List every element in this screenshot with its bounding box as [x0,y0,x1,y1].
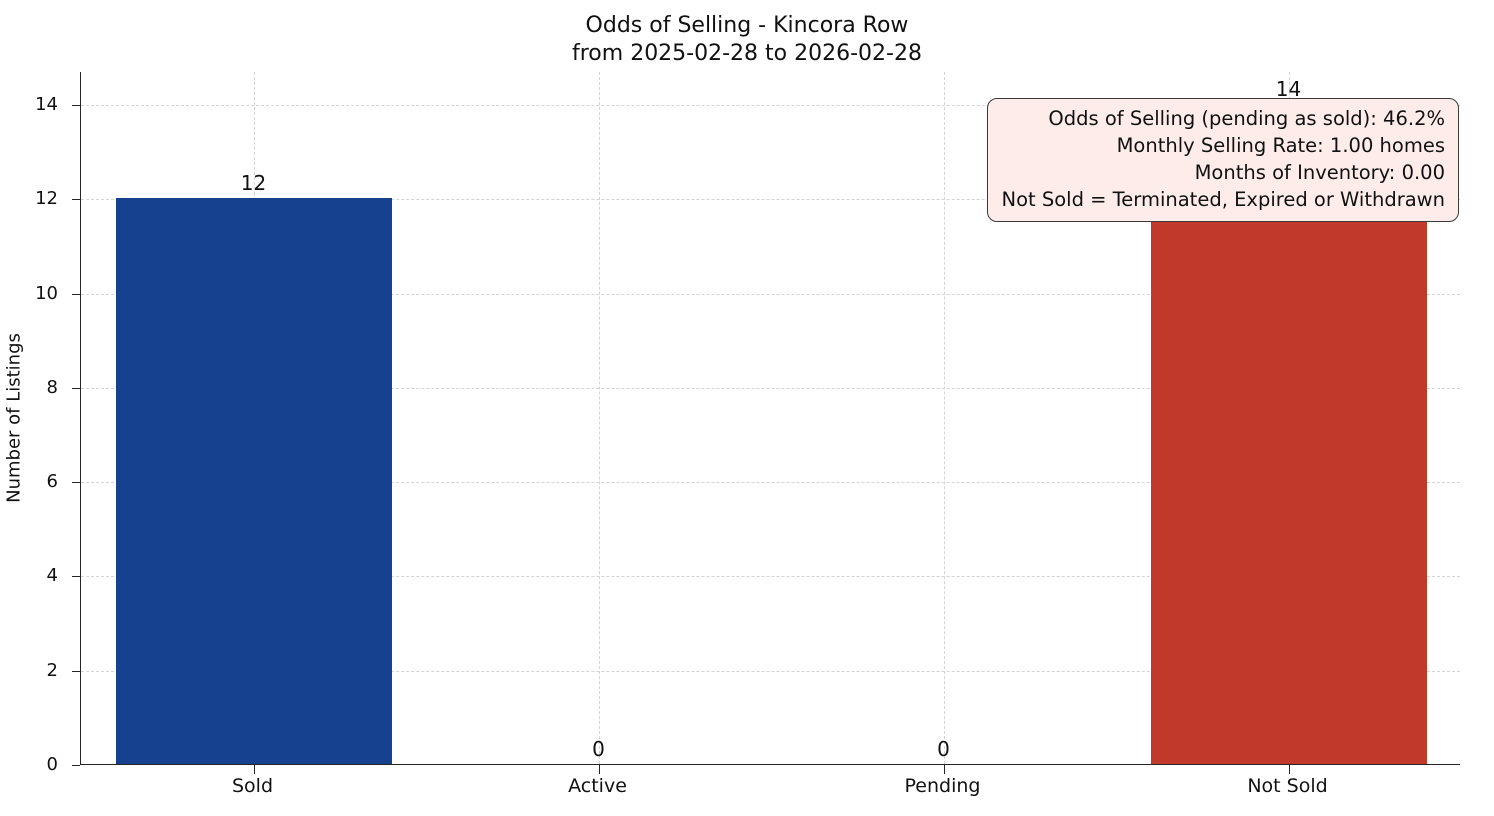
annotation-line-odds: Odds of Selling (pending as sold): 46.2% [1048,107,1445,130]
x-tick-label-sold: Sold [231,775,274,797]
y-tick-mark [72,387,80,389]
bar-value-label: 12 [240,171,267,196]
y-tick-label: 4 [46,565,58,587]
chart-title: Odds of Selling - Kincora Row from 2025-… [0,12,1494,68]
annotation-line-notsold-def: Not Sold = Terminated, Expired or Withdr… [1001,187,1445,211]
y-tick-mark [72,105,80,106]
y-tick-label: 0 [46,754,58,775]
bar-sold [115,198,392,764]
gridline-horizontal [81,293,1460,295]
chart-title-line2: from 2025-02-28 to 2026-02-28 [572,41,922,67]
x-tick-mark [598,765,600,774]
gridline-horizontal [81,105,1460,106]
y-tick-label: 14 [35,94,58,115]
bar-value-label: 0 [592,737,605,761]
x-tick-mark [1288,765,1290,774]
chart-title-line1: Odds of Selling - Kincora Row [585,13,909,38]
gridline-vertical [598,72,600,764]
y-tick-label: 2 [46,659,58,681]
x-axis-tick-labels: Sold Active Pending Not Sold [80,775,1460,805]
y-tick-label: 10 [35,282,58,304]
x-tick-label-active: Active [568,775,627,797]
x-tick-label-not-sold: Not Sold [1247,775,1328,797]
gridline-horizontal [81,199,1460,201]
annotation-line-inventory: Months of Inventory: 0.00 [1194,160,1445,184]
gridline-vertical [943,72,945,764]
y-tick-label: 6 [46,471,58,493]
y-tick-label: 8 [46,376,58,398]
y-tick-mark [72,293,80,295]
x-tick-mark [943,765,945,774]
y-tick-label: 12 [35,188,58,210]
gridline-horizontal [81,387,1460,389]
y-tick-mark [72,482,80,484]
x-tick-label-pending: Pending [904,775,981,797]
plot-area: 12 0 0 14 Odds of Selling (pending as sold)… [72,72,1460,774]
y-tick-mark [72,765,80,766]
bar-value-label: 0 [937,737,950,761]
bar-value-label: 14 [1275,77,1302,101]
gridline-horizontal [81,670,1460,672]
y-tick-mark [72,576,80,578]
x-tick-mark [253,765,255,774]
y-tick-mark [72,670,80,672]
gridline-horizontal [81,482,1460,484]
y-axis-tick-labels: 0 2 4 6 8 10 12 14 [0,72,72,775]
gridline-horizontal [81,576,1460,578]
annotation-box: Odds of Selling (pending as sold): 46.2%… [987,98,1459,222]
annotation-line-rate: Monthly Selling Rate: 1.00 homes [1116,133,1445,157]
y-tick-mark [72,199,80,201]
